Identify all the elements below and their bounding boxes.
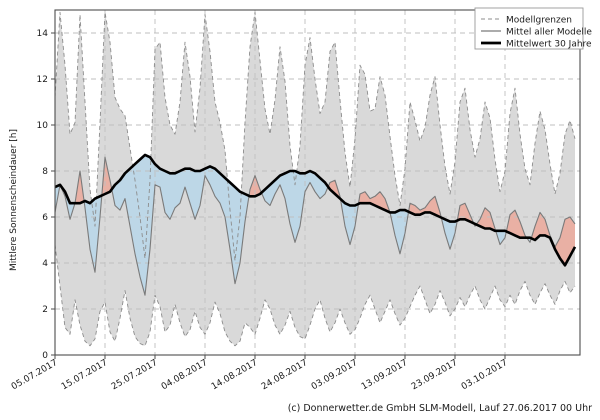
- legend-label: Mittel aller Modelle: [506, 27, 592, 37]
- legend-label: Mittelwert 30 Jahre: [506, 39, 592, 49]
- axes-layer: [51, 9, 581, 359]
- y-tick-label: 14: [37, 29, 49, 39]
- data-series-layer: [55, 11, 577, 347]
- y-tick-label: 10: [37, 121, 49, 131]
- y-tick-label: 12: [37, 75, 48, 85]
- y-tick-label: 0: [42, 351, 48, 361]
- plot-area: [55, 10, 580, 355]
- y-tick-label: 4: [42, 259, 48, 269]
- y-axis-tick-labels: 0 2 4 6 8 10 12 14: [37, 29, 49, 361]
- y-tick-label: 2: [42, 305, 48, 315]
- legend-label: Modellgrenzen: [506, 15, 572, 25]
- copyright-footer: (c) Donnerwetter.de GmbH SLM-Modell, Lau…: [288, 403, 592, 414]
- y-tick-label: 8: [42, 167, 48, 177]
- chart-legend: Modellgrenzen Mittel aller Modelle Mittelw…: [474, 7, 592, 50]
- y-tick-label: 6: [42, 213, 48, 223]
- y-axis-title: Mittlere Sonnenscheindauer [h]: [9, 129, 19, 271]
